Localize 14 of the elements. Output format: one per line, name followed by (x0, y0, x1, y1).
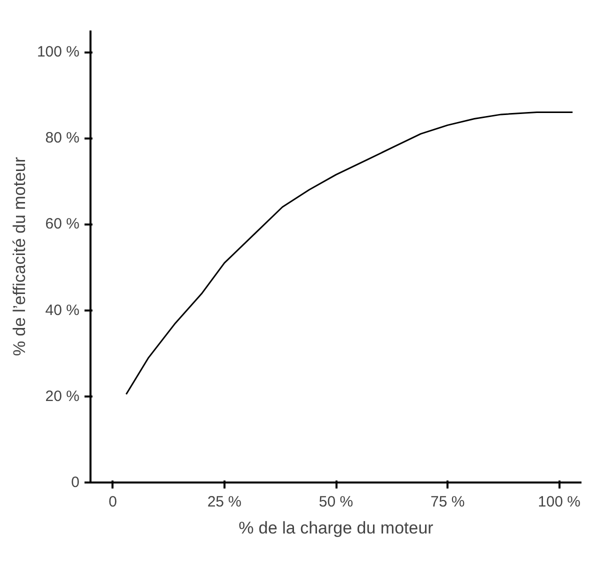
y-tick-label: 20 % (45, 388, 80, 405)
line-series (125, 112, 574, 395)
y-tick-label: 80 % (45, 130, 80, 147)
y-tick-label: 60 % (45, 216, 80, 233)
y-tick-label: 0 (71, 474, 80, 491)
x-tick-label: 25 % (207, 494, 242, 510)
x-tick-label: 100 % (538, 494, 580, 510)
y-tick-label: 40 % (45, 302, 80, 319)
y-axis-title: % de l’efficacité du moteur (10, 156, 29, 356)
y-tick-label: 100 % (36, 44, 80, 61)
x-tick-label: 0 (108, 494, 117, 510)
x-tick-label: 75 % (430, 494, 465, 510)
x-axis-title: % de la charge du moteur (238, 518, 434, 538)
x-tick-label: 50 % (318, 494, 354, 510)
